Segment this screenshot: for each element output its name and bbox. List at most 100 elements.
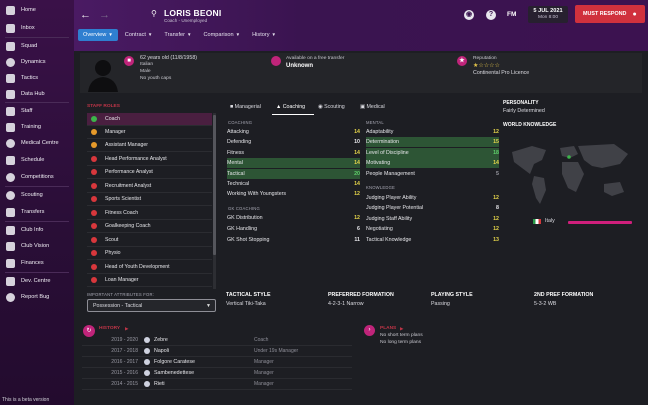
sidebar-item-data-hub[interactable]: Data Hub xyxy=(0,87,74,101)
attr-row: Determination 15 xyxy=(366,137,499,147)
squad-icon xyxy=(6,41,15,51)
sidebar-item-dynamics[interactable]: Dynamics xyxy=(0,55,74,69)
training-icon xyxy=(6,122,15,132)
medical-kit-icon: ▣ xyxy=(360,104,367,110)
attr-row: Level of Discipline 18 xyxy=(366,148,499,158)
scrollbar-thumb[interactable] xyxy=(213,115,216,255)
back-arrow-icon[interactable]: ← xyxy=(80,9,91,21)
tab-comparison[interactable]: Comparison ▼ xyxy=(203,32,241,38)
attr-row: Mental 14 xyxy=(227,158,360,168)
important-attributes-label: IMPORTANT ATTRIBUTES FOR: xyxy=(87,292,155,297)
sidebar-item-label: Data Hub xyxy=(21,91,45,97)
sidebar-item-label: Finances xyxy=(21,260,44,266)
attr-row: Tactical 20 xyxy=(227,169,360,179)
reputation-stars-icon: ★☆☆☆☆ xyxy=(473,63,500,69)
attr-row: Technical 14 xyxy=(227,181,360,187)
search-icon[interactable]: ⚲ xyxy=(151,9,157,18)
history-row[interactable]: 2014 - 2015 Rieti Manager xyxy=(82,379,352,390)
tab-history[interactable]: History ▼ xyxy=(252,32,276,38)
history-row[interactable]: 2016 - 2017 Folgore Caratese Manager xyxy=(82,357,352,368)
chevron-right-icon: ▶ xyxy=(400,326,404,331)
world-knowledge-country: Italy xyxy=(545,218,555,224)
sidebar-item-label: Transfers xyxy=(21,209,45,215)
important-attributes-select[interactable]: Possession - Tactical ▼ xyxy=(87,299,216,312)
history-icon[interactable]: ↻ xyxy=(83,325,95,337)
sidebar-item-training[interactable]: Training xyxy=(0,120,74,134)
roles-scrollbar[interactable] xyxy=(213,113,216,289)
role-item-assistant-manager[interactable]: Assistant Manager xyxy=(87,139,212,152)
sidebar-item-staff[interactable]: Staff xyxy=(0,104,74,118)
plans-title[interactable]: PLANS xyxy=(380,326,397,331)
alert-icon: ● xyxy=(632,10,637,18)
sidebar-item-scouting[interactable]: Scouting xyxy=(0,188,74,202)
role-item-goalkeeping-coach[interactable]: Goalkeeping Coach xyxy=(87,220,212,233)
sidebar-item-squad[interactable]: Squad xyxy=(0,39,74,53)
sidebar-item-inbox[interactable]: Inbox xyxy=(0,21,74,35)
transfers-icon xyxy=(6,207,15,217)
sidebar-item-dev-centre[interactable]: Dev. Centre xyxy=(0,274,74,288)
role-item-head-performance-analyst[interactable]: Head Performance Analyst xyxy=(87,153,212,166)
sidebar-item-label: Training xyxy=(21,124,42,130)
role-item-fitness-coach[interactable]: Fitness Coach xyxy=(87,207,212,220)
sidebar-item-home[interactable]: Home xyxy=(0,3,74,17)
forward-arrow-icon[interactable]: → xyxy=(99,9,110,21)
tab-contract[interactable]: Contract ▼ xyxy=(124,32,153,38)
sidebar-item-label: Inbox xyxy=(21,25,35,31)
tab-transfer[interactable]: Transfer ▼ xyxy=(164,32,192,38)
player-subtitle: Coach - Unemployed xyxy=(164,18,208,23)
plans-arrow-icon[interactable]: › xyxy=(364,325,375,336)
italy-flag-icon xyxy=(533,219,541,224)
staff-icon xyxy=(6,106,15,116)
role-rating-icon xyxy=(91,223,97,229)
date-box[interactable]: 5 JUL 2021 Mon 8:00 xyxy=(528,6,568,23)
role-item-scout[interactable]: Scout xyxy=(87,234,212,247)
role-item-physio[interactable]: Physio xyxy=(87,247,212,260)
sidebar: Home Inbox Squad Dynamics Tactics Data H… xyxy=(0,0,74,405)
role-item-manager[interactable]: Manager xyxy=(87,126,212,139)
attr-row: People Management 5 xyxy=(366,171,499,177)
personal-info-icon: ■ xyxy=(124,56,134,66)
role-item-coach[interactable]: Coach xyxy=(87,113,212,126)
sidebar-item-label: Staff xyxy=(21,108,33,114)
role-item-recruitment-analyst[interactable]: Recruitment Analyst xyxy=(87,180,212,193)
sidebar-item-transfers[interactable]: Transfers xyxy=(0,205,74,219)
history-title[interactable]: HISTORY xyxy=(99,326,121,331)
sidebar-item-medical-centre[interactable]: Medical Centre xyxy=(0,136,74,150)
personality-title: PERSONALITY xyxy=(503,100,539,106)
role-rating-icon xyxy=(91,129,97,135)
role-item-loan-manager[interactable]: Loan Manager xyxy=(87,274,212,287)
history-row[interactable]: 2015 - 2016 Sambenedettese Manager xyxy=(82,368,352,379)
tab-managerial[interactable]: ■ Managerial xyxy=(230,104,261,110)
world-icon[interactable]: ◉ xyxy=(464,10,474,20)
history-row[interactable]: 2019 - 2020 Zebre Coach xyxy=(82,335,352,346)
sidebar-item-label: Home xyxy=(21,7,36,13)
country-knowledge-bar xyxy=(568,221,632,224)
club-badge-icon xyxy=(144,370,150,376)
tab-overview[interactable]: Overview ▼ xyxy=(78,29,118,41)
tab-scouting[interactable]: ◉ Scouting xyxy=(318,104,345,110)
binoculars-icon: ◉ xyxy=(318,104,325,110)
sidebar-item-club-vision[interactable]: Club Vision xyxy=(0,239,74,253)
tab-medical[interactable]: ▣ Medical xyxy=(360,104,385,110)
staff-roles-title: STAFF ROLES xyxy=(87,104,120,109)
inbox-icon xyxy=(6,23,15,33)
sidebar-item-tactics[interactable]: Tactics xyxy=(0,71,74,85)
fm-logo[interactable]: FM xyxy=(507,11,517,18)
must-respond-label: MUST RESPOND xyxy=(583,11,627,17)
sidebar-divider xyxy=(5,221,69,222)
history-row[interactable]: 2017 - 2018 Napoli Under 19s Manager xyxy=(82,346,352,357)
role-item-sports-scientist[interactable]: Sports Scientist xyxy=(87,193,212,206)
role-item-performance-analyst[interactable]: Performance Analyst xyxy=(87,166,212,179)
sidebar-item-club-info[interactable]: Club Info xyxy=(0,223,74,237)
role-item-head-of-youth-development[interactable]: Head of Youth Development xyxy=(87,261,212,274)
sidebar-item-competitions[interactable]: Competitions xyxy=(0,170,74,184)
coaching-title: COACHING xyxy=(228,120,253,125)
help-icon[interactable]: ? xyxy=(486,10,496,20)
sidebar-item-finances[interactable]: Finances xyxy=(0,256,74,270)
must-respond-button[interactable]: MUST RESPOND ● xyxy=(575,5,645,23)
home-icon xyxy=(6,5,15,15)
licence: Continental Pro Licence xyxy=(473,70,530,76)
sidebar-item-report-bug[interactable]: Report Bug xyxy=(0,290,74,304)
tab-coaching[interactable]: ▲ Coaching xyxy=(276,104,306,110)
sidebar-item-schedule[interactable]: Schedule xyxy=(0,153,74,167)
